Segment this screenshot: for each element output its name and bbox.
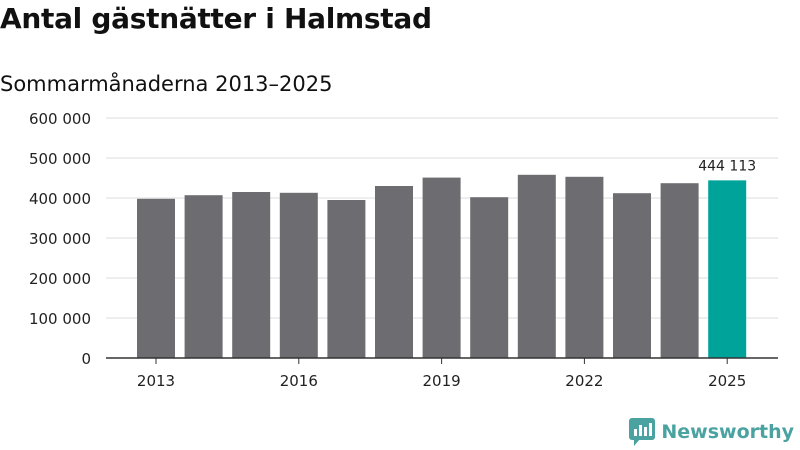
y-tick-label: 500 000 bbox=[29, 150, 91, 168]
x-tick-label: 2016 bbox=[280, 372, 318, 390]
bar bbox=[137, 198, 175, 358]
x-tick-label: 2022 bbox=[565, 372, 603, 390]
bar-chart: 0 100 000 200 000 300 000 400 000 500 000 600 … bbox=[29, 110, 778, 390]
x-tick-label: 2019 bbox=[423, 372, 461, 390]
chart-title: Antal gästnätter i Halmstad bbox=[0, 2, 432, 35]
bar bbox=[613, 193, 651, 358]
y-tick-label: 300 000 bbox=[29, 230, 91, 248]
brand: Newsworthy bbox=[629, 418, 794, 446]
bar bbox=[375, 186, 413, 358]
bar bbox=[660, 183, 699, 358]
bar bbox=[708, 180, 747, 358]
newsworthy-logo-icon bbox=[629, 418, 656, 446]
bar bbox=[232, 192, 271, 358]
y-tick-label: 100 000 bbox=[29, 310, 91, 328]
y-tick-label: 600 000 bbox=[29, 110, 91, 128]
y-tick-label: 0 bbox=[81, 350, 91, 368]
bar bbox=[565, 176, 604, 358]
bar bbox=[517, 174, 556, 358]
chart-subtitle: Sommarmånaderna 2013–2025 bbox=[0, 72, 333, 96]
brand-name: Newsworthy bbox=[661, 421, 794, 443]
data-label: 444 113 bbox=[698, 158, 756, 174]
x-tick-label: 2013 bbox=[137, 372, 175, 390]
bar bbox=[184, 195, 223, 358]
bar bbox=[470, 197, 509, 358]
y-tick-label: 200 000 bbox=[29, 270, 91, 288]
y-tick-label: 400 000 bbox=[29, 190, 91, 208]
bar bbox=[327, 200, 366, 358]
bar bbox=[279, 192, 318, 358]
x-tick-label: 2025 bbox=[708, 372, 746, 390]
bar bbox=[422, 177, 461, 358]
